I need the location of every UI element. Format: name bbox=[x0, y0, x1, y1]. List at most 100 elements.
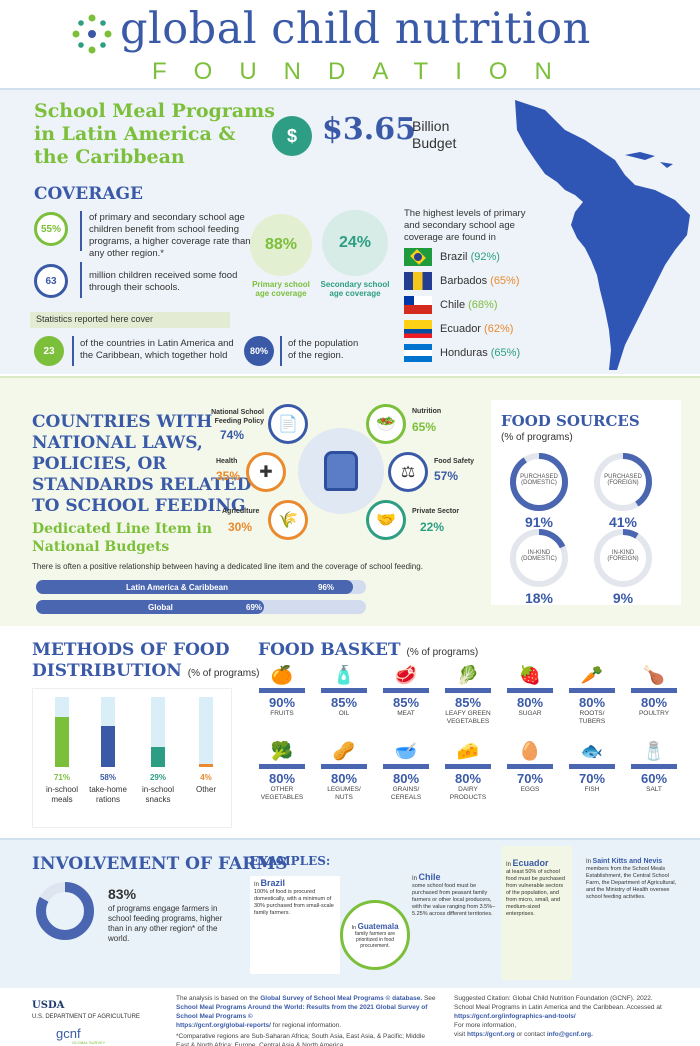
meat-icon: 🥩 bbox=[394, 665, 418, 685]
food-basket-label-line: VEGETABLES bbox=[260, 794, 304, 801]
country-pct: (65%) bbox=[490, 275, 520, 287]
budget-bar-fill bbox=[36, 600, 264, 614]
example-in: In bbox=[351, 924, 357, 931]
food-basket-value: 80% bbox=[516, 695, 544, 710]
food-basket-item: 🍓 80% SUGAR bbox=[502, 664, 558, 718]
food-source-label-line: (DOMESTIC) bbox=[521, 556, 557, 562]
population-text: of the population of the region. bbox=[288, 338, 359, 361]
budget-bar-global: Global 69% bbox=[36, 600, 366, 614]
site-link[interactable]: https://gcnf.org bbox=[467, 1031, 515, 1038]
food-basket-underline bbox=[259, 688, 305, 693]
broccoli-icon: 🥦 bbox=[270, 741, 294, 761]
food-basket-value: 90% bbox=[268, 695, 296, 710]
country-name: Brazil bbox=[440, 251, 468, 263]
survey-link[interactable]: Global Survey of School Meal Programs © … bbox=[260, 995, 423, 1002]
countries-count-value: 23 bbox=[34, 336, 64, 366]
example-in: In bbox=[412, 876, 418, 882]
method-value: 58% bbox=[99, 773, 116, 782]
citation-link[interactable]: https://gcnf.org/infographics-and-tools/ bbox=[454, 1013, 576, 1020]
food-basket-value: 80% bbox=[392, 771, 420, 786]
visit-text: visit bbox=[454, 1031, 466, 1038]
food-source-value: 9% bbox=[612, 590, 634, 606]
method-bar bbox=[101, 697, 115, 767]
intro-title-line2: in Latin America & bbox=[34, 123, 236, 145]
divider bbox=[80, 262, 82, 298]
law-item-label: Health bbox=[216, 458, 238, 465]
food-basket-underline bbox=[569, 764, 615, 769]
methods-heading: METHODS OF FOOD DISTRIBUTION (% of progr… bbox=[32, 640, 259, 684]
email-link[interactable]: info@gcnf.org. bbox=[546, 1031, 593, 1038]
global-reports-link[interactable]: https://gcnf.org/global-reports/ bbox=[176, 1022, 271, 1029]
food-source-label-line: (DOMESTIC) bbox=[521, 480, 557, 486]
food-basket-value: 60% bbox=[640, 771, 668, 786]
method-label-line: in-school bbox=[141, 785, 174, 794]
nutrition-icon: 🥗 bbox=[366, 404, 406, 444]
report-link[interactable]: School Meal Programs Around the World: R… bbox=[176, 1004, 428, 1020]
country-row: Chile (68%) bbox=[440, 299, 497, 311]
budget-bar-latam: Latin America & Caribbean 96% bbox=[36, 580, 366, 594]
method-label-line: meals bbox=[51, 795, 73, 804]
food-basket-value: 85% bbox=[454, 695, 482, 710]
method-label: Other bbox=[179, 785, 233, 795]
food-source-label: PURCHASED (FOREIGN) bbox=[593, 474, 653, 486]
food-basket-label: SUGAR bbox=[502, 710, 558, 718]
handshake-icon: 🤝 bbox=[366, 500, 406, 540]
food-basket-value: 80% bbox=[330, 771, 358, 786]
food-basket-label-line: EGGS bbox=[520, 786, 540, 793]
coverage-stat1-value: 55% bbox=[34, 212, 68, 246]
food-source-label-line: IN-KIND bbox=[611, 550, 635, 556]
methods-chart: 71% in-school meals 58% take-home rations 29% i… bbox=[32, 688, 232, 828]
food-basket-underline bbox=[383, 764, 429, 769]
food-basket-label-line: LEGUMES/ bbox=[327, 786, 361, 793]
divider bbox=[80, 211, 82, 251]
primary-coverage-value: 88% bbox=[250, 214, 312, 276]
gcnf-logo: gcnf bbox=[56, 1026, 81, 1041]
usda-text: U.S. DEPARTMENT OF AGRICULTURE bbox=[32, 1014, 140, 1020]
food-basket-underline bbox=[445, 688, 491, 693]
budget-unit-2: Budget bbox=[412, 135, 457, 151]
coverage-heading: COVERAGE bbox=[34, 184, 143, 204]
food-source-donut bbox=[509, 528, 569, 588]
coverage-section: School Meal Programs in Latin America & … bbox=[0, 88, 700, 374]
methods-heading-line: METHODS OF FOOD bbox=[32, 640, 230, 660]
country-name: Honduras bbox=[440, 347, 488, 359]
food-sources-heading: FOOD SOURCES bbox=[501, 412, 640, 430]
food-basket-underline bbox=[569, 688, 615, 693]
citation-text: Suggested Citation: Global Child Nutriti… bbox=[454, 995, 662, 1011]
budget-bar-label: Latin America & Caribbean bbox=[126, 583, 228, 592]
food-basket-label-line: MEAT bbox=[397, 710, 415, 717]
relationship-text: There is often a positive relationship b… bbox=[32, 562, 423, 571]
highest-levels-text: The highest levels of primary and second… bbox=[404, 208, 526, 243]
coverage-stat2-text: million children received some food thro… bbox=[89, 270, 238, 293]
budget-bar-value: 69% bbox=[246, 603, 263, 612]
food-basket-label-line: SUGAR bbox=[518, 710, 542, 717]
food-basket-item: 🍊 90% FRUITS bbox=[254, 664, 310, 718]
food-basket-underline bbox=[259, 764, 305, 769]
gcnf-logo-icon bbox=[72, 14, 112, 54]
method-bar-fill bbox=[55, 717, 69, 767]
farms-heading: INVOLVEMENT OF FARMS bbox=[32, 854, 288, 874]
food-basket-label-line: FISH bbox=[584, 786, 600, 793]
law-item-pct: 35% bbox=[216, 469, 241, 483]
food-basket-label: POULTRY bbox=[626, 710, 682, 718]
country-row: Honduras (65%) bbox=[440, 347, 520, 359]
food-basket-underline bbox=[321, 688, 367, 693]
food-basket-label-line: LEAFY GREEN bbox=[445, 710, 491, 717]
laws-heading-line: TO SCHOOL FEEDING bbox=[32, 496, 246, 516]
food-basket-label-line: SALT bbox=[646, 786, 662, 793]
example-in: In bbox=[506, 862, 512, 868]
laws-heading-line: STANDARDS RELATED bbox=[32, 475, 252, 495]
method-label: take-home rations bbox=[81, 785, 135, 805]
laws-section: COUNTRIES WITH NATIONAL LAWS, POLICIES, … bbox=[0, 376, 700, 626]
example-text: members from the School Meals Establishm… bbox=[586, 866, 677, 900]
brazil-flag-icon bbox=[404, 248, 432, 266]
laws-heading-line: COUNTRIES WITH bbox=[32, 412, 213, 432]
comparative-regions-note: *Comparative regions are Sub-Saharan Afr… bbox=[176, 1033, 425, 1046]
example-guatemala: In Guatemala family farmers are prioriti… bbox=[340, 900, 410, 970]
food-basket-label-line: ROOTS/ bbox=[579, 710, 605, 717]
footer-analysis: The analysis is based on the Global Surv… bbox=[176, 994, 436, 1046]
food-source-label-line: (FOREIGN) bbox=[607, 556, 639, 562]
example-text: family farmers are prioritized in food p… bbox=[354, 930, 395, 949]
country-name: Chile bbox=[440, 299, 466, 311]
food-basket-item: 🥚 70% EGGS bbox=[502, 740, 558, 794]
